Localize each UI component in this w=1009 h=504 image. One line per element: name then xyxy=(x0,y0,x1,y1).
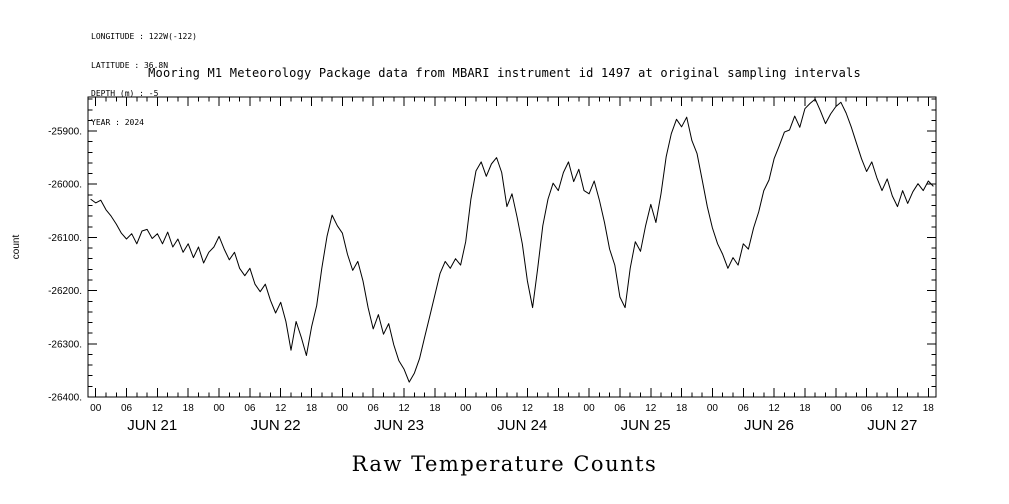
x-day-label: JUN 23 xyxy=(374,417,424,434)
x-tick-label: 06 xyxy=(121,403,133,414)
x-day-label: JUN 25 xyxy=(621,417,671,434)
x-tick-label: 12 xyxy=(769,403,781,414)
y-tick-label: -26000. xyxy=(48,180,82,191)
y-tick-label: -26300. xyxy=(48,339,82,350)
x-tick-label: 12 xyxy=(892,403,904,414)
x-tick-label: 18 xyxy=(306,403,318,414)
metadata-longitude: LONGITUDE : 122W(-122) xyxy=(91,32,197,41)
metadata-block: LONGITUDE : 122W(-122) LATITUDE : 36.8N … xyxy=(91,13,197,146)
y-tick-label: -26100. xyxy=(48,233,82,244)
x-tick-label: 06 xyxy=(738,403,750,414)
x-tick-label: 12 xyxy=(522,403,534,414)
x-tick-label: 00 xyxy=(707,403,719,414)
x-tick-label: 00 xyxy=(830,403,842,414)
x-tick-label: 00 xyxy=(584,403,596,414)
x-tick-label: 06 xyxy=(491,403,503,414)
x-tick-label: 18 xyxy=(429,403,441,414)
x-tick-label: 18 xyxy=(676,403,688,414)
plot-border xyxy=(87,96,937,398)
x-tick-label: 18 xyxy=(553,403,565,414)
x-day-label: JUN 24 xyxy=(497,417,547,434)
x-tick-label: 18 xyxy=(183,403,195,414)
x-tick-label: 00 xyxy=(213,403,225,414)
x-tick-label: 00 xyxy=(460,403,472,414)
x-tick-label: 12 xyxy=(152,403,164,414)
y-tick-label: -26200. xyxy=(48,286,82,297)
metadata-year: YEAR : 2024 xyxy=(91,117,144,127)
y-tick-label: -25900. xyxy=(48,127,82,138)
x-tick-label: 18 xyxy=(923,403,935,414)
x-tick-label: 00 xyxy=(337,403,349,414)
x-tick-label: 06 xyxy=(861,403,873,414)
chart-title: Mooring M1 Meteorology Package data from… xyxy=(148,66,861,80)
chart-bottom-title: Raw Temperature Counts xyxy=(351,452,658,476)
x-day-label: JUN 27 xyxy=(867,417,917,434)
metadata-latitude: LATITUDE : 36.8N xyxy=(91,60,169,70)
x-tick-label: 12 xyxy=(645,403,657,414)
temperature-line xyxy=(90,98,934,383)
x-tick-label: 00 xyxy=(90,403,102,414)
x-day-label: JUN 26 xyxy=(744,417,794,434)
x-tick-label: 06 xyxy=(614,403,626,414)
y-tick-label: -26400. xyxy=(48,393,82,404)
x-tick-label: 12 xyxy=(399,403,411,414)
x-tick-label: 06 xyxy=(244,403,256,414)
metadata-depth: DEPTH (m) : -5 xyxy=(91,89,159,98)
x-day-label: JUN 21 xyxy=(127,417,177,434)
x-tick-label: 06 xyxy=(368,403,380,414)
y-axis-title: count xyxy=(11,235,22,260)
x-tick-label: 18 xyxy=(799,403,811,414)
x-tick-label: 12 xyxy=(275,403,287,414)
x-day-label: JUN 22 xyxy=(251,417,301,434)
